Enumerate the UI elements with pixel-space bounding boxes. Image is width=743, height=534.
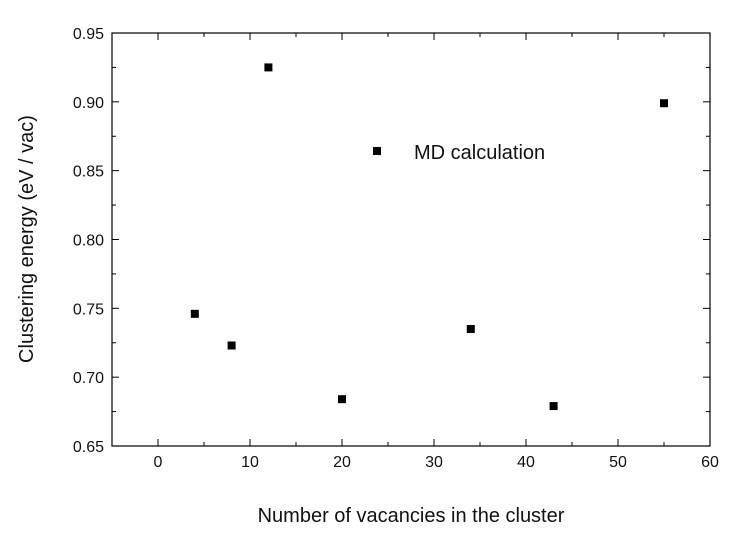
- tick-labels: 0 10 20 30 40 50 60 0.65 0.70 0.75 0.80 0.85 0.90 0.9…: [73, 26, 719, 471]
- legend: MD calculation: [338, 134, 584, 168]
- x-axis-title: Number of vacancies in the cluster: [258, 505, 565, 527]
- x-tick-label: 60: [701, 454, 719, 471]
- legend-label: MD calculation: [414, 142, 545, 164]
- plot-frame: [111, 32, 711, 447]
- data-point: [660, 99, 668, 108]
- data-point: [338, 395, 346, 404]
- x-tick-label: 20: [333, 454, 351, 471]
- x-tick-label: 30: [425, 454, 443, 471]
- data-point: [227, 341, 236, 350]
- data-points: [190, 63, 668, 411]
- x-tick-label: 40: [517, 454, 535, 471]
- y-tick-label: 0.85: [73, 164, 104, 181]
- y-axis-title: Clustering energy (eV / vac): [16, 115, 38, 363]
- y-tick-label: 0.70: [73, 370, 104, 387]
- legend-marker: [373, 147, 381, 155]
- y-tick-label: 0.75: [73, 301, 104, 318]
- x-tick-label: 50: [609, 454, 627, 471]
- x-tick-label: 10: [241, 454, 259, 471]
- data-point: [264, 63, 273, 72]
- data-point: [190, 309, 199, 318]
- y-tick-label: 0.95: [73, 26, 104, 43]
- y-tick-label: 0.80: [73, 233, 104, 250]
- y-tick-label: 0.65: [73, 439, 104, 456]
- x-tick-label: 0: [154, 454, 163, 471]
- axis-ticks: [111, 32, 711, 447]
- data-point: [549, 402, 558, 411]
- y-tick-label: 0.90: [73, 95, 104, 112]
- data-point: [466, 324, 475, 333]
